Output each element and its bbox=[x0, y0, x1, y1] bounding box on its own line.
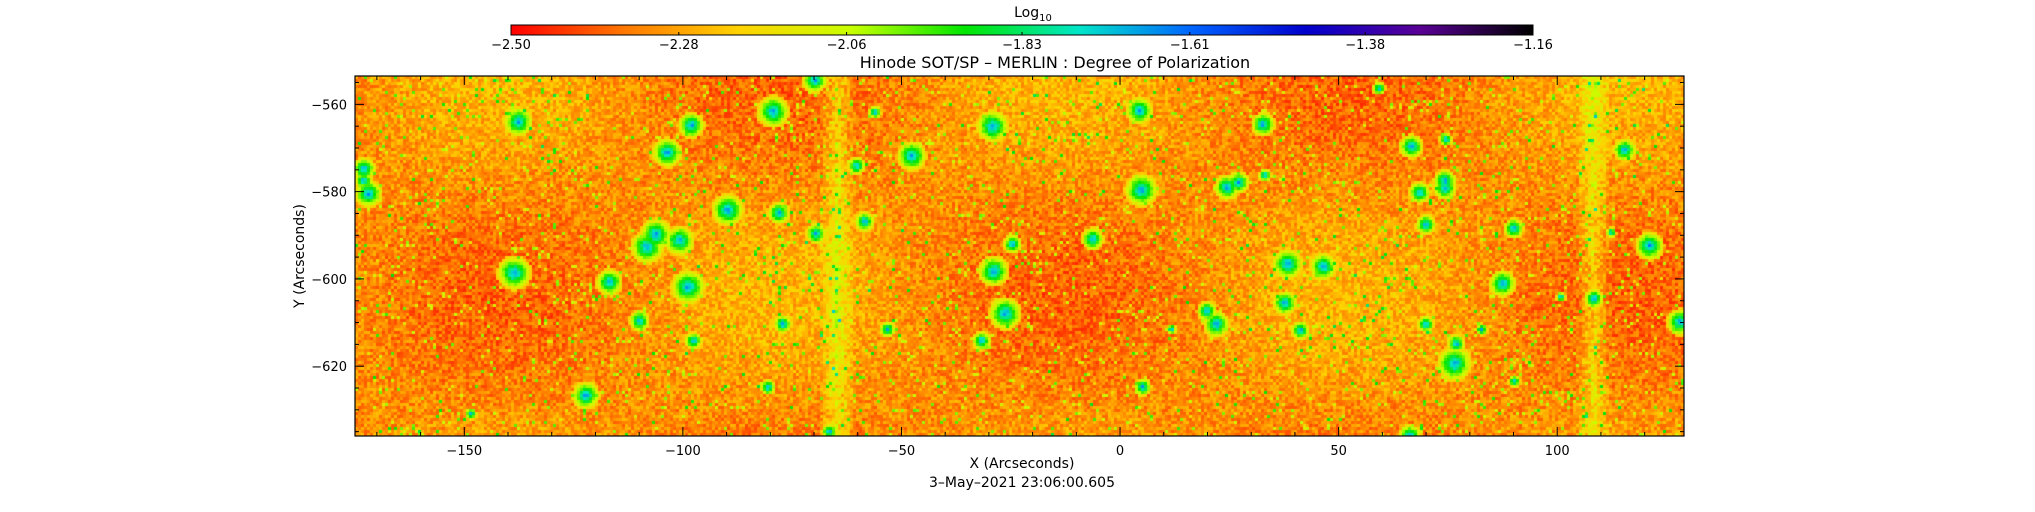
y-tick-label: −560 bbox=[311, 98, 347, 113]
colorbar-tick-label: −2.28 bbox=[659, 38, 699, 53]
heatmap-image-frame bbox=[355, 76, 1684, 436]
y-tick-label: −600 bbox=[311, 273, 347, 288]
colorbar-ticks: −2.50 −2.28 −2.06 −1.83 −1.61 −1.38 −1.16 bbox=[491, 32, 1553, 53]
plot-frame bbox=[354, 75, 1685, 437]
colorbar-title: Log10 bbox=[1014, 5, 1052, 24]
y-axis-label: Y (Arcseconds) bbox=[292, 204, 308, 309]
colorbar-tick-label: −2.06 bbox=[827, 38, 867, 53]
colorbar-title-base: Log bbox=[1014, 5, 1039, 21]
colorbar-tick-label: −1.38 bbox=[1345, 38, 1385, 53]
plot-area: −150 −100 −50 0 50 100 −560 −580 −600 −620 bbox=[311, 75, 1685, 459]
x-tick-label: 100 bbox=[1545, 444, 1570, 459]
colorbar: Log10 −2.50 −2.28 −2.06 −1.83 −1.61 −1.38 −1.1… bbox=[491, 5, 1553, 53]
y-tick-label: −620 bbox=[311, 360, 347, 375]
heatmap-image bbox=[355, 76, 1684, 436]
colorbar-title-subscript: 10 bbox=[1039, 13, 1052, 24]
colorbar-tick-label: −2.50 bbox=[491, 38, 531, 53]
colorbar-tick-label: −1.83 bbox=[1002, 38, 1042, 53]
x-tick-label: −50 bbox=[888, 444, 915, 459]
colorbar-tick-label: −1.61 bbox=[1170, 38, 1210, 53]
x-axis-label: X (Arcseconds) bbox=[970, 456, 1075, 472]
x-tick-label: −100 bbox=[665, 444, 701, 459]
x-axis: −150 −100 −50 0 50 100 bbox=[376, 76, 1646, 459]
plot-title: Hinode SOT/SP – MERLIN : Degree of Polar… bbox=[860, 53, 1250, 72]
timestamp-label: 3–May–2021 23:06:00.605 bbox=[929, 475, 1115, 491]
y-axis: −560 −580 −600 −620 bbox=[311, 82, 1684, 433]
y-tick-label: −580 bbox=[311, 186, 347, 201]
x-tick-label: 0 bbox=[1116, 444, 1124, 459]
x-tick-label: −150 bbox=[446, 444, 482, 459]
x-tick-label: 50 bbox=[1330, 444, 1347, 459]
colorbar-tick-label: −1.16 bbox=[1513, 38, 1553, 53]
